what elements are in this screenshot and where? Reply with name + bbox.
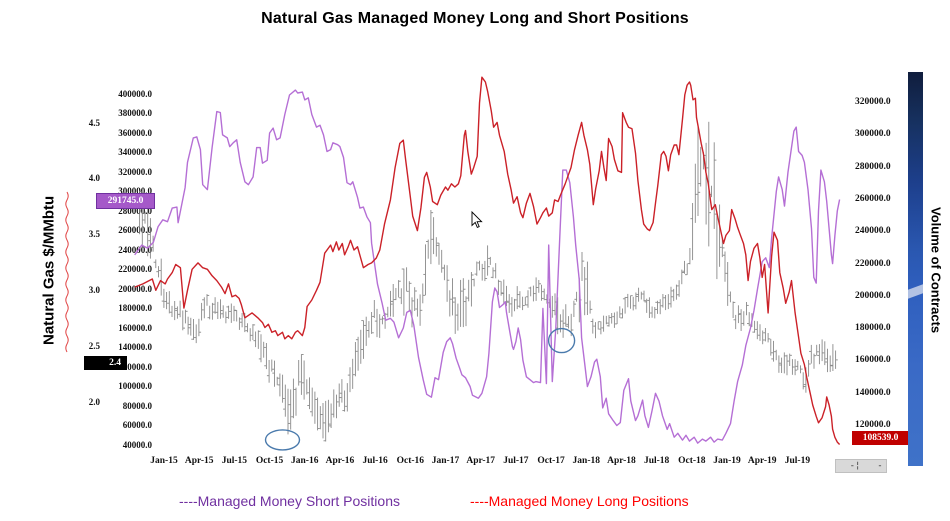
tick-label: 240000.0	[855, 226, 891, 237]
legend-long-positions: ----Managed Money Long Positions	[470, 493, 689, 509]
tick-label: 300000.0	[118, 186, 152, 196]
tick-label: Apr-16	[325, 456, 355, 466]
tick-label: Jan-17	[431, 456, 460, 466]
tick-label: 60000.0	[122, 420, 152, 430]
legend-short-positions: ----Managed Money Short Positions	[179, 493, 400, 509]
volume-gradient-bar	[908, 72, 923, 466]
annotation-ellipse	[547, 327, 576, 354]
spellcheck-squiggle-icon	[65, 191, 69, 353]
tick-label: 120000.0	[118, 361, 152, 372]
short-positions-line	[134, 89, 841, 444]
price-current-callout: 2.4	[84, 356, 127, 370]
tick-label: Apr-15	[184, 456, 214, 466]
chart-title: Natural Gas Managed Money Long and Short…	[261, 10, 689, 27]
tick-label: Oct-15	[255, 456, 284, 466]
tick-label: 320000.0	[118, 166, 152, 177]
tick-label: 180000.0	[118, 303, 152, 313]
tick-label: 340000.0	[118, 147, 152, 157]
range-stepper[interactable]: -¦ -	[835, 459, 887, 473]
tick-label: Oct-18	[678, 456, 706, 466]
tick-label: 3.5	[88, 229, 100, 240]
tick-label: Oct-17	[537, 456, 565, 466]
tick-label: 4.0	[88, 173, 100, 184]
tick-label: 320000.0	[855, 97, 891, 107]
tick-label: Jul-16	[362, 456, 388, 466]
tick-label: 160000.0	[118, 322, 152, 333]
long-positions-current-callout: 108539.0	[852, 431, 909, 445]
tick-label: 4.5	[88, 117, 100, 128]
tick-label: Jul-15	[221, 456, 248, 466]
mouse-cursor-icon	[471, 210, 483, 228]
tick-label: 200000.0	[118, 283, 152, 294]
tick-label: 280000.0	[855, 161, 891, 172]
tick-label: Apr-17	[466, 456, 496, 466]
gradient-bar-notch	[908, 284, 923, 299]
annotation-ellipse	[264, 429, 301, 451]
tick-label: 100000.0	[118, 381, 152, 391]
tick-label: 400000.0	[118, 88, 152, 99]
stepper-collapse-icon[interactable]: -	[877, 461, 883, 471]
tick-label: 180000.0	[855, 323, 891, 334]
tick-label: 140000.0	[118, 342, 152, 352]
tick-label: 360000.0	[118, 127, 152, 138]
tick-label: Jan-16	[291, 456, 319, 466]
stepper-decrement-icon[interactable]: -¦	[849, 461, 861, 471]
tick-label: 260000.0	[855, 193, 891, 204]
tick-label: 280000.0	[118, 205, 152, 216]
tick-label: 140000.0	[855, 387, 891, 398]
tick-label: 240000.0	[118, 244, 152, 255]
tick-label: Jan-15	[150, 456, 178, 466]
tick-label: 3.0	[88, 284, 100, 295]
tick-label: 220000.0	[118, 264, 152, 274]
tick-label: 120000.0	[855, 420, 891, 430]
tick-label: 2.0	[88, 396, 100, 407]
tick-label: 160000.0	[855, 355, 891, 366]
tick-label: 40000.0	[122, 439, 152, 450]
tick-label: 80000.0	[122, 400, 152, 411]
tick-label: Oct-16	[396, 456, 425, 466]
tick-label: Jul-18	[643, 456, 670, 466]
tick-label: Jan-18	[572, 456, 600, 466]
tick-label: 380000.0	[118, 108, 152, 118]
long-positions-line	[134, 76, 841, 445]
right-axis-title: Volume of Contracts	[928, 206, 944, 334]
tick-label: Apr-18	[607, 456, 636, 466]
tick-label: 2.5	[88, 340, 100, 351]
tick-label: Jul-19	[784, 456, 811, 466]
tick-label: Jul-17	[503, 456, 529, 466]
short-positions-current-callout: 291745.0	[96, 193, 155, 209]
tick-label: Jan-19	[713, 456, 741, 466]
tick-label: 300000.0	[855, 129, 891, 140]
tick-label: 220000.0	[855, 258, 891, 269]
tick-label: Apr-19	[747, 456, 777, 466]
tick-label: 200000.0	[855, 290, 891, 301]
tick-label: 260000.0	[118, 225, 152, 235]
